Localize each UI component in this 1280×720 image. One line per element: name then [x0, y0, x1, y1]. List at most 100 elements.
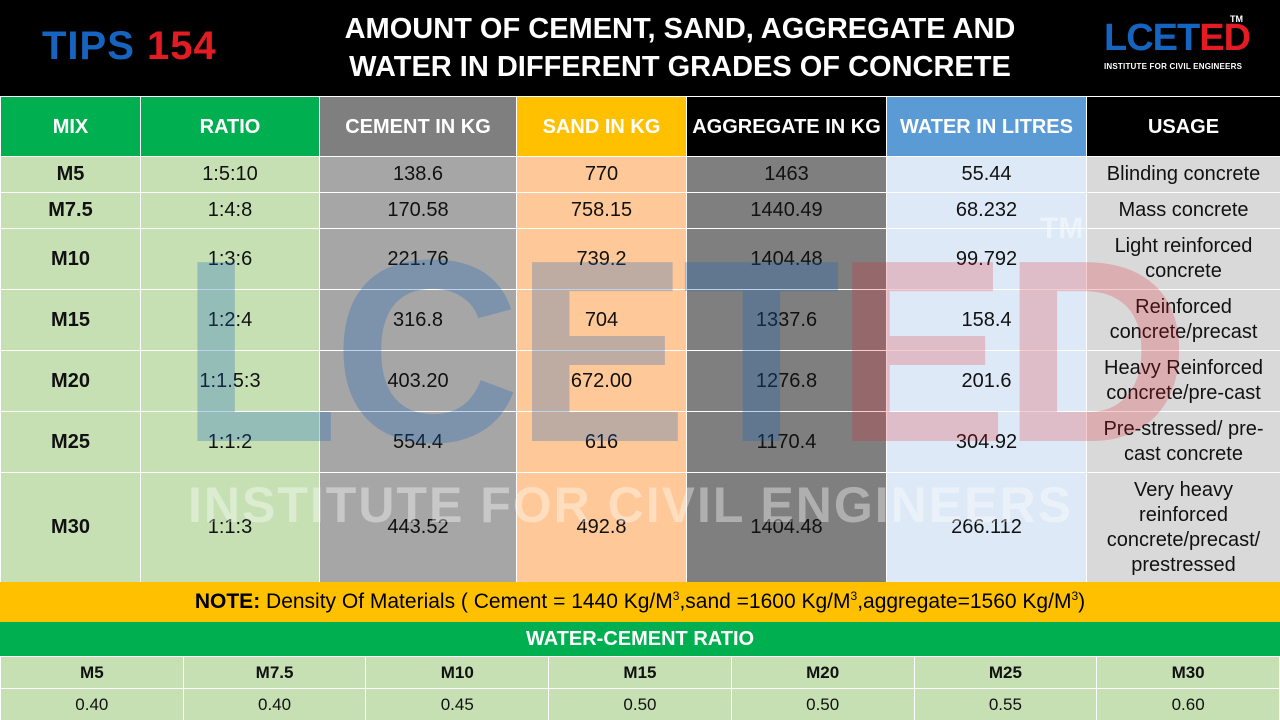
- tips-label: TIPS 154: [42, 24, 217, 69]
- cell-aggregate: 1170.4: [686, 411, 887, 473]
- cell-cement: 170.58: [319, 192, 517, 229]
- cell-ratio: 1:3:6: [140, 228, 320, 290]
- note-label: NOTE:: [194, 590, 261, 613]
- cell-usage: Blinding concrete: [1086, 156, 1280, 193]
- table-row: M7.5 1:4:8 170.58 758.15 1440.49 68.232 …: [0, 192, 1280, 229]
- wc-grade: M10: [365, 656, 550, 689]
- note-text-a: Density Of Materials ( Cement = 1440 Kg/…: [260, 590, 673, 613]
- cell-mix: M25: [0, 411, 141, 473]
- water-cement-title: WATER-CEMENT RATIO: [0, 622, 1280, 656]
- cell-ratio: 1:1:2: [140, 411, 320, 473]
- note-sup-2: 3: [850, 589, 858, 603]
- header-sand: SAND IN KG: [516, 96, 687, 157]
- cell-aggregate: 1463: [686, 156, 887, 193]
- header-banner: TIPS 154 AMOUNT OF CEMENT, SAND, AGGREGA…: [0, 0, 1280, 96]
- cell-mix: M5: [0, 156, 141, 193]
- cell-ratio: 1:2:4: [140, 289, 320, 351]
- cell-water: 55.44: [886, 156, 1087, 193]
- cell-ratio: 1:1:3: [140, 472, 320, 583]
- wc-value: 0.50: [730, 688, 915, 720]
- cell-sand: 704: [516, 289, 687, 351]
- cell-usage: Light reinforced concrete: [1086, 228, 1280, 290]
- title-line-2: WATER IN DIFFERENT GRADES OF CONCRETE: [349, 51, 1011, 83]
- cell-usage: Heavy Reinforced concrete/pre-cast: [1086, 350, 1280, 412]
- cell-aggregate: 1337.6: [686, 289, 887, 351]
- table-row: M5 1:5:10 138.6 770 1463 55.44 Blinding …: [0, 156, 1280, 193]
- wc-value: 0.40: [0, 688, 184, 720]
- cell-mix: M15: [0, 289, 141, 351]
- wc-value: 0.55: [913, 688, 1098, 720]
- table-header-row: MIX RATIO CEMENT IN KG SAND IN KG AGGREG…: [0, 96, 1280, 157]
- table-row: M15 1:2:4 316.8 704 1337.6 158.4 Reinfor…: [0, 289, 1280, 351]
- note-sup-1: 3: [672, 589, 680, 603]
- note-text-c: ,aggregate=1560 Kg/M: [857, 590, 1072, 613]
- page-title: AMOUNT OF CEMENT, SAND, AGGREGATE AND WA…: [300, 10, 1060, 86]
- note-text-b: ,sand =1600 Kg/M: [679, 590, 851, 613]
- cell-usage: Pre-stressed/ pre-cast concrete: [1086, 411, 1280, 473]
- cell-cement: 316.8: [319, 289, 517, 351]
- header-usage: USAGE: [1086, 96, 1280, 157]
- cell-water: 304.92: [886, 411, 1087, 473]
- header-cement: CEMENT IN KG: [319, 96, 517, 157]
- cell-mix: M10: [0, 228, 141, 290]
- cell-water: 266.112: [886, 472, 1087, 583]
- tips-number: 154: [147, 24, 217, 68]
- cell-sand: 739.2: [516, 228, 687, 290]
- logo-wordmark: LCETED: [1104, 17, 1251, 59]
- cell-aggregate: 1440.49: [686, 192, 887, 229]
- header-mix: MIX: [0, 96, 141, 157]
- header-aggregate: AGGREGATE IN KG: [686, 96, 887, 157]
- cell-aggregate: 1404.48: [686, 472, 887, 583]
- table-row: M20 1:1.5:3 403.20 672.00 1276.8 201.6 H…: [0, 350, 1280, 412]
- cell-cement: 554.4: [319, 411, 517, 473]
- cell-cement: 403.20: [319, 350, 517, 412]
- wc-value: 0.40: [182, 688, 367, 720]
- wc-value-row: 0.40 0.40 0.45 0.50 0.50 0.55 0.60: [0, 688, 1280, 720]
- cell-aggregate: 1276.8: [686, 350, 887, 412]
- cell-ratio: 1:4:8: [140, 192, 320, 229]
- concrete-mix-table: MIX RATIO CEMENT IN KG SAND IN KG AGGREG…: [0, 96, 1280, 583]
- cell-usage: Reinforced concrete/precast: [1086, 289, 1280, 351]
- cell-ratio: 1:1.5:3: [140, 350, 320, 412]
- cell-mix: M20: [0, 350, 141, 412]
- cell-sand: 616: [516, 411, 687, 473]
- table-row: M10 1:3:6 221.76 739.2 1404.48 99.792 Li…: [0, 228, 1280, 290]
- table-row: M30 1:1:3 443.52 492.8 1404.48 266.112 V…: [0, 472, 1280, 583]
- wc-value: 0.50: [548, 688, 732, 720]
- cell-water: 99.792: [886, 228, 1087, 290]
- wc-grade-row: M5 M7.5 M10 M15 M20 M25 M30: [0, 656, 1280, 689]
- note-sup-3: 3: [1071, 589, 1079, 603]
- cell-aggregate: 1404.48: [686, 228, 887, 290]
- wc-grade: M5: [0, 656, 184, 689]
- cell-sand: 492.8: [516, 472, 687, 583]
- wc-grade: M15: [548, 656, 732, 689]
- tips-word: TIPS: [42, 24, 135, 68]
- wc-grade: M25: [913, 656, 1098, 689]
- cell-water: 68.232: [886, 192, 1087, 229]
- wc-grade: M20: [730, 656, 915, 689]
- wc-grade: M7.5: [182, 656, 367, 689]
- cell-cement: 138.6: [319, 156, 517, 193]
- water-cement-table: M5 M7.5 M10 M15 M20 M25 M30 0.40 0.40 0.…: [0, 656, 1280, 720]
- logo-subtitle: INSTITUTE FOR CIVIL ENGINEERS: [1104, 62, 1243, 71]
- logo-lc: LCET: [1104, 17, 1200, 59]
- cell-cement: 221.76: [319, 228, 517, 290]
- cell-sand: 770: [516, 156, 687, 193]
- table-row: M25 1:1:2 554.4 616 1170.4 304.92 Pre-st…: [0, 411, 1280, 473]
- cell-usage: Very heavy reinforced concrete/precast/ …: [1086, 472, 1280, 583]
- header-ratio: RATIO: [140, 96, 320, 157]
- cell-usage: Mass concrete: [1086, 192, 1280, 229]
- cell-mix: M7.5: [0, 192, 141, 229]
- note-text-d: ): [1078, 590, 1086, 613]
- title-line-1: AMOUNT OF CEMENT, SAND, AGGREGATE AND: [344, 13, 1016, 45]
- cell-sand: 758.15: [516, 192, 687, 229]
- wc-value: 0.60: [1096, 688, 1280, 720]
- logo-ed: ED: [1199, 17, 1251, 59]
- cell-sand: 672.00: [516, 350, 687, 412]
- logo-trademark: TM: [1230, 14, 1243, 24]
- header-water: WATER IN LITRES: [886, 96, 1087, 157]
- cell-water: 158.4: [886, 289, 1087, 351]
- density-note: NOTE: Density Of Materials ( Cement = 14…: [0, 582, 1280, 622]
- cell-water: 201.6: [886, 350, 1087, 412]
- lceted-logo: LCETED TM INSTITUTE FOR CIVIL ENGINEERS: [1104, 14, 1251, 78]
